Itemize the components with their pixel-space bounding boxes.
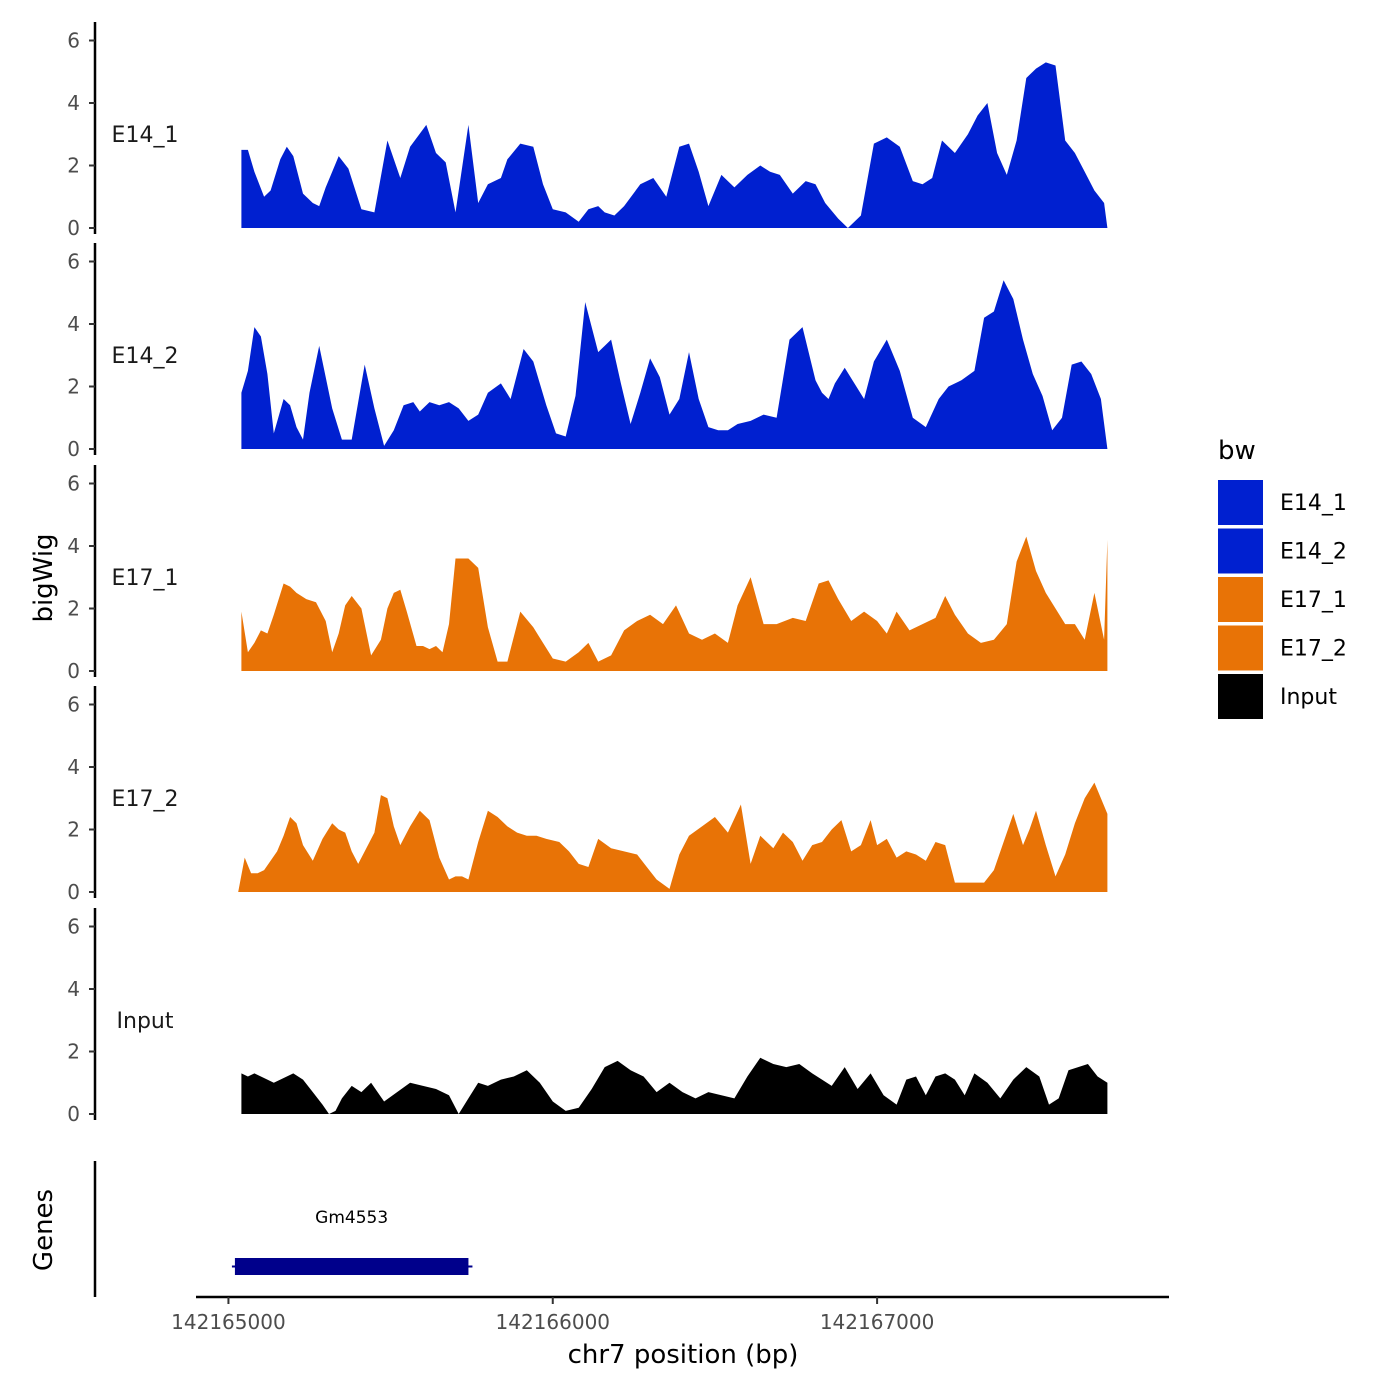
legend: bw E14_1 E14_2 E17_1 E17_2 Input (1218, 436, 1347, 719)
y-tick-label: 6 (67, 472, 80, 496)
x-axis: 142165000 142166000 142167000 (171, 1295, 1169, 1334)
legend-item-e17-1: E17_1 (1218, 577, 1347, 622)
coverage-area (241, 62, 1108, 229)
genes-panel-title: Genes (29, 1189, 59, 1271)
y-tick-label: 6 (67, 29, 80, 53)
y-tick-label: 4 (67, 312, 80, 336)
x-tick-label: 142165000 (171, 1310, 286, 1334)
gene-gm4553: Gm4553 (231, 1208, 473, 1275)
bigwig-tracks: 0 2 4 6 E14_1 0 2 4 6 E14_2 0 2 4 6 E17_1 0 2 4 6 E17_2 0 2 4 6… (67, 22, 1108, 1126)
track-e14-2: 0 2 4 6 E14_2 (67, 243, 1108, 461)
track-e17-2: 0 2 4 6 E17_2 (67, 686, 1108, 904)
legend-label: Input (1280, 685, 1337, 710)
y-tick-label: 4 (67, 755, 80, 779)
legend-item-input: Input (1218, 674, 1337, 719)
legend-swatch (1218, 625, 1263, 671)
y-tick-label: 2 (67, 154, 80, 178)
y-tick-label: 0 (67, 659, 80, 683)
legend-swatch (1218, 674, 1263, 719)
y-tick-label: 6 (67, 915, 80, 939)
track-label: E14_2 (112, 344, 179, 369)
legend-item-e14-1: E14_1 (1218, 480, 1347, 525)
y-tick-label: 2 (67, 375, 80, 399)
legend-swatch (1218, 480, 1263, 525)
track-label: E14_1 (112, 123, 179, 148)
y-tick-label: 4 (67, 534, 80, 558)
y-tick-label: 6 (67, 693, 80, 717)
coverage-area (241, 280, 1108, 449)
y-tick-label: 0 (67, 216, 80, 240)
coverage-area (238, 782, 1108, 892)
track-label: E17_2 (112, 787, 179, 812)
gene-label: Gm4553 (315, 1208, 388, 1228)
legend-item-e17-2: E17_2 (1218, 625, 1347, 671)
coverage-area (241, 536, 1108, 671)
legend-title: bw (1218, 436, 1256, 466)
track-e17-1: 0 2 4 6 E17_1 (67, 465, 1108, 683)
track-e14-1: 0 2 4 6 E14_1 (67, 22, 1108, 240)
y-tick-label: 0 (67, 880, 80, 904)
legend-item-e14-2: E14_2 (1218, 528, 1347, 574)
genes-panel: Gm4553 (93, 1161, 473, 1297)
y-tick-label: 4 (67, 91, 80, 115)
y-tick-label: 2 (67, 1040, 80, 1064)
track-input: 0 2 4 6 Input (67, 908, 1108, 1126)
track-label: E17_1 (112, 566, 179, 591)
legend-swatch (1218, 528, 1263, 574)
legend-label: E14_2 (1280, 540, 1347, 565)
track-label: Input (117, 1009, 174, 1034)
y-tick-label: 2 (67, 818, 80, 842)
legend-label: E14_1 (1280, 491, 1347, 516)
y-tick-label: 2 (67, 597, 80, 621)
coverage-area (241, 1057, 1108, 1114)
y-tick-label: 6 (67, 250, 80, 274)
y-tick-label: 0 (67, 1102, 80, 1126)
legend-label: E17_1 (1280, 588, 1347, 613)
legend-swatch (1218, 577, 1263, 622)
x-tick-label: 142167000 (820, 1310, 935, 1334)
x-axis-title: chr7 position (bp) (568, 1340, 799, 1370)
x-tick-label: 142166000 (496, 1310, 611, 1334)
y-tick-label: 4 (67, 977, 80, 1001)
y-tick-label: 0 (67, 437, 80, 461)
y-axis-title: bigWig (29, 533, 59, 622)
legend-label: E17_2 (1280, 637, 1347, 662)
